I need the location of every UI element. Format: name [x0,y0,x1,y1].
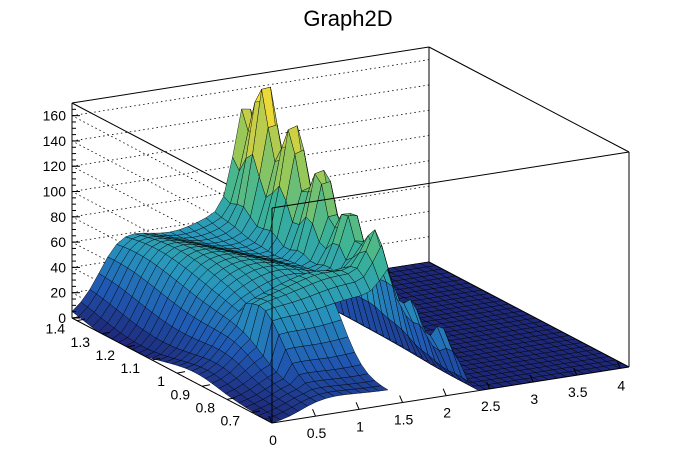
z-tick-label: 0 [58,310,66,326]
y-tick-label: 1 [157,373,165,389]
x-tick [529,374,534,383]
z-tick-label: 120 [43,158,67,174]
z-gridline [71,59,430,117]
z-tick-label: 160 [43,108,67,124]
x-tick [486,381,491,390]
y-tick-label: 1.3 [71,334,91,350]
x-tick-label: 3 [530,391,538,407]
x-tick-label: 1.5 [394,412,414,428]
z-gridline [71,165,273,272]
y-tick-label: 0.9 [171,386,191,402]
x-tick-label: 0.5 [307,425,327,441]
x-tick-label: 0 [269,432,277,448]
z-tick-label: 80 [50,209,66,225]
z-axis: 0 20 40 60 80 100 120 140 160 [43,103,80,326]
z-gridline [71,115,273,222]
z-gridline [71,140,273,247]
x-tick-label: 2.5 [481,398,501,414]
y-tick [126,344,136,348]
y-tick [151,358,161,361]
z-tick-label: 140 [43,133,67,149]
x-tick [268,415,273,424]
x-tick [399,395,404,403]
y-tick-label: 1.4 [46,321,66,337]
z-tick-label: 100 [43,184,67,200]
y-tick-label: 1.2 [96,347,116,363]
x-tick [355,402,360,410]
z-tick-label: 60 [50,234,66,250]
surface-cell [371,385,389,392]
x-tick-label: 3.5 [568,384,588,400]
chart-title: Graph2D [303,6,392,31]
x-tick-label: 1 [356,418,364,434]
surface-mesh [71,86,630,424]
y-tick [176,371,186,374]
x-axis: 0 0.5 1 1.5 2 2.5 3 3.5 4 [268,361,625,448]
x-tick [312,408,316,417]
y-tick-label: 1.1 [121,360,141,376]
x-tick [442,388,447,396]
x-tick [616,361,621,369]
y-tick [101,331,111,335]
y-tick-label: 0.7 [221,413,241,429]
frame-edge [71,46,430,104]
x-tick-label: 2 [443,405,451,421]
x-tick-label: 4 [617,377,625,393]
y-tick [76,318,86,322]
y-tick-label: 0.8 [196,399,216,415]
frame-edge [271,366,630,424]
y-tick [226,397,236,400]
z-tick-label: 40 [50,259,66,275]
z-tick-label: 20 [50,285,66,301]
x-tick [573,367,578,376]
frame-edge [271,151,630,209]
frame-edge [428,261,630,368]
y-tick [201,384,211,387]
y-axis: 0.7 0.8 0.9 1 1.1 1.2 1.3 1.4 [46,318,261,429]
frame-edge [71,317,273,424]
plot-frame-front [71,151,630,424]
y-tick [251,410,261,413]
frame-edge [428,46,630,153]
